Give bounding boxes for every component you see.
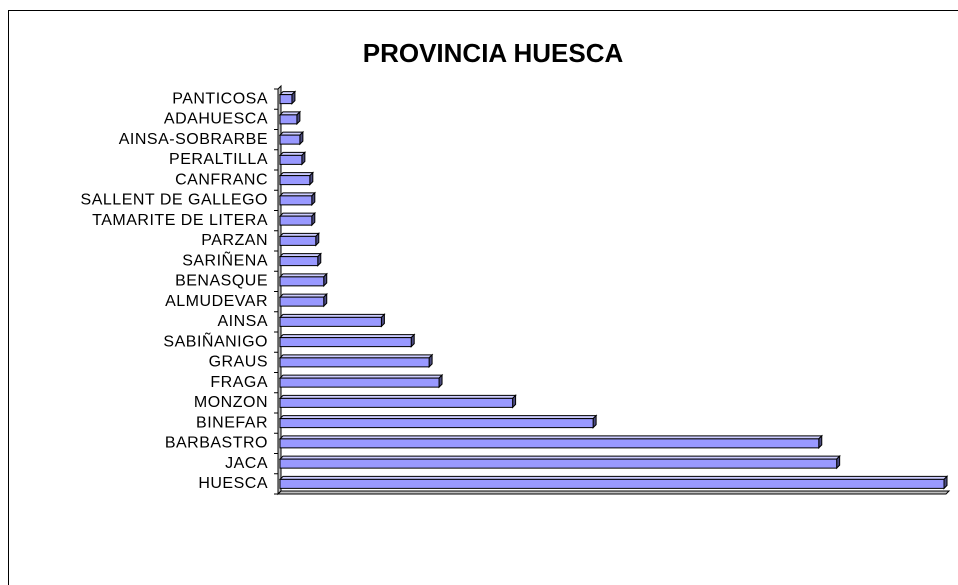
bar-front bbox=[279, 195, 313, 206]
bar-front bbox=[279, 337, 412, 348]
bar bbox=[278, 232, 320, 247]
bar bbox=[278, 90, 297, 105]
bar bbox=[278, 151, 307, 166]
bar bbox=[278, 454, 841, 470]
bar-front bbox=[279, 175, 311, 186]
bar-front bbox=[279, 296, 325, 307]
y-tick-label: JACA bbox=[225, 455, 268, 472]
chart-title: PROVINCIA HUESCA bbox=[363, 38, 624, 68]
bar-front bbox=[279, 397, 514, 408]
bar-front bbox=[279, 134, 301, 145]
y-tick-label: SARIÑENA bbox=[182, 249, 268, 269]
bar bbox=[278, 171, 315, 186]
bar-front bbox=[279, 357, 430, 368]
bar bbox=[278, 333, 416, 348]
y-tick-label: PARZAN bbox=[201, 232, 268, 249]
y-tick-label: CANFRANC bbox=[175, 171, 268, 188]
bar-front bbox=[279, 114, 298, 125]
bar bbox=[278, 272, 328, 288]
bar-front bbox=[279, 418, 594, 429]
bar bbox=[278, 191, 317, 207]
y-tick-label: PERALTILLA bbox=[169, 151, 268, 168]
bar-front bbox=[279, 256, 319, 267]
bar-front bbox=[279, 235, 317, 246]
bar bbox=[278, 434, 823, 450]
bar-front bbox=[279, 377, 440, 388]
bar bbox=[278, 414, 598, 429]
y-tick-label: BARBASTRO bbox=[165, 435, 268, 452]
y-tick-label: PANTICOSA bbox=[172, 90, 268, 107]
bar bbox=[278, 475, 949, 490]
y-tick-label: SALLENT DE GALLEGO bbox=[81, 192, 268, 209]
bar bbox=[278, 292, 328, 308]
y-tick-label: BENASQUE bbox=[175, 273, 268, 290]
bar-front bbox=[279, 458, 838, 469]
y-tick-label: ADAHUESCA bbox=[164, 111, 268, 128]
bar bbox=[278, 211, 317, 227]
y-tick-label: ALMUDEVAR bbox=[165, 293, 268, 310]
bar-front bbox=[279, 478, 945, 489]
y-tick-label: HUESCA bbox=[198, 475, 268, 492]
bar bbox=[278, 110, 302, 126]
bar-front bbox=[279, 276, 325, 287]
axis-floor bbox=[276, 490, 951, 495]
bar bbox=[278, 353, 434, 369]
y-tick-label: FRAGA bbox=[210, 374, 268, 391]
bar-front bbox=[279, 94, 293, 105]
y-tick-label: BINEFAR bbox=[196, 414, 268, 431]
bar-front bbox=[279, 154, 303, 165]
bar bbox=[278, 252, 322, 267]
y-tick-label: AINSA-SOBRARBE bbox=[119, 131, 268, 148]
bar bbox=[278, 313, 386, 328]
bar bbox=[278, 394, 517, 409]
y-tick-label: GRAUS bbox=[209, 354, 268, 371]
bar bbox=[278, 373, 444, 389]
chart-border bbox=[8, 10, 958, 585]
y-tick-label: AINSA bbox=[217, 313, 268, 330]
y-tick-label: TAMARITE DE LITERA bbox=[92, 212, 268, 229]
y-tick-label: SABIÑANIGO bbox=[163, 330, 268, 350]
bar-front bbox=[279, 438, 820, 449]
bar-front bbox=[279, 316, 382, 327]
y-tick-label: MONZON bbox=[194, 394, 268, 411]
bar bbox=[278, 130, 305, 146]
bar-front bbox=[279, 215, 313, 226]
